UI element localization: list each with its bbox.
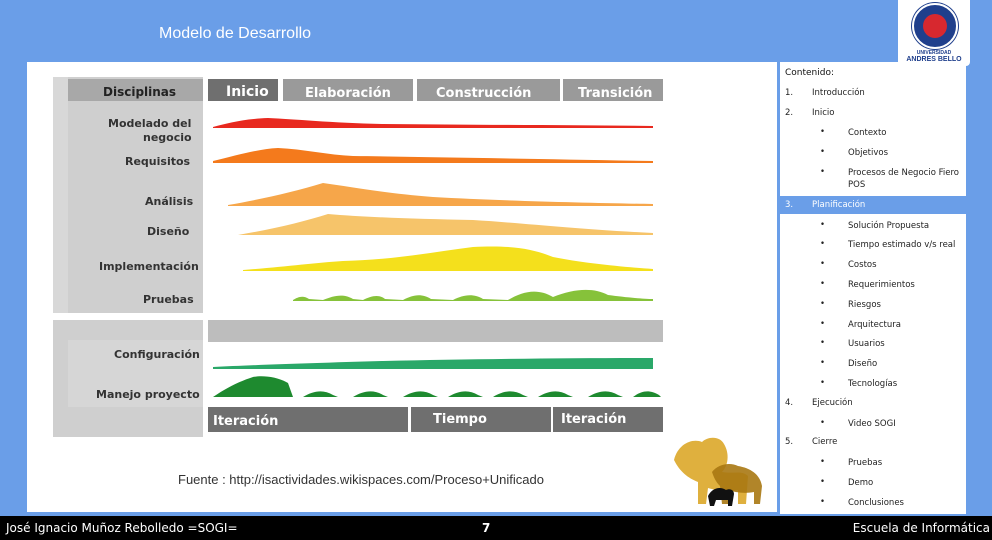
bullet-icon: • [820, 378, 826, 388]
bullet-icon: • [820, 220, 826, 230]
discipline-label: Diseño [147, 225, 190, 238]
bullet-icon: • [820, 319, 826, 329]
bullet-icon: • [820, 239, 826, 249]
bullet-icon: • [820, 279, 826, 289]
phase-label: Construcción [436, 86, 531, 101]
bullet-icon: • [820, 147, 826, 157]
timeline-label: Iteración [561, 412, 626, 427]
university-logo: UNIVERSIDAD ANDRES BELLO [898, 0, 970, 66]
toc-subitem-label: Requerimientos [848, 280, 915, 290]
toc-item-label: Cierre [812, 437, 838, 447]
support-label: Configuración [114, 348, 200, 361]
hump-requirements [213, 148, 653, 163]
toc-subitem-label: Usuarios [848, 339, 885, 349]
discipline-label: Pruebas [143, 293, 194, 306]
toc-subitem-label: Objetivos [848, 148, 889, 158]
footer-bar: José Ignacio Muñoz Rebolledo =SOGI= 7 Es… [0, 516, 992, 540]
bullet-icon: • [820, 338, 826, 348]
toc-subitem-label: Demo [848, 478, 874, 488]
toc-subitem-label: Conclusiones [848, 498, 904, 508]
discipline-label: negocio [143, 131, 192, 144]
toc-heading: Contenido: [785, 68, 835, 78]
disciplines-header: Disciplinas [103, 85, 176, 99]
timeline-label: Iteración [213, 414, 278, 429]
source-caption: Fuente : http://isactividades.wikispaces… [178, 472, 544, 487]
toc-subitem-label: Contexto [848, 128, 887, 138]
toc-item-number: 2. [785, 108, 794, 118]
toc-highlight-band [780, 196, 966, 214]
hump-implementation [243, 246, 653, 271]
toc-item-number: 4. [785, 398, 794, 408]
bullet-icon: • [820, 477, 826, 487]
toc-subitem-label: Diseño [848, 359, 878, 369]
phase-label: Transición [578, 86, 652, 101]
animals-logo-icon [674, 437, 762, 506]
logo-line-2: ANDRES BELLO [906, 56, 962, 63]
toc-item-label: Inicio [812, 108, 835, 118]
toc-subitem-label: Pruebas [848, 458, 883, 468]
bullet-icon: • [820, 358, 826, 368]
toc-item-label: Planificación [812, 200, 866, 210]
footer-school: Escuela de Informática [852, 521, 990, 535]
toc-subitem-label: Procesos de Negocio Fiero POS [848, 168, 959, 190]
discipline-label: Implementación [99, 260, 199, 273]
bullet-icon: • [820, 497, 826, 507]
toc-subitem-label: Tiempo estimado v/s real [848, 240, 956, 250]
discipline-label: Análisis [145, 195, 194, 208]
bullet-icon: • [820, 457, 826, 467]
table-of-contents: Contenido: 1. Introducción 2. Inicio • C… [780, 62, 966, 514]
hump-testing [293, 289, 653, 301]
bullet-icon: • [820, 127, 826, 137]
discipline-label: Requisitos [125, 155, 191, 168]
bullet-icon: • [820, 418, 826, 428]
toc-subitem-label: Solución Propuesta [848, 221, 930, 231]
bullet-icon: • [820, 167, 826, 177]
bullet-icon: • [820, 259, 826, 269]
toc-subitem-label: Tecnologías [848, 379, 898, 389]
hump-configuration [213, 358, 653, 369]
hump-design [238, 214, 653, 235]
timeline-label: Tiempo [433, 412, 487, 427]
toc-subitem-label: Video SOGI [848, 419, 896, 429]
bullet-icon: • [820, 299, 826, 309]
discipline-label: Modelado del [108, 117, 191, 130]
slide-title: Modelo de Desarrollo [159, 25, 312, 42]
page-number: 7 [482, 521, 491, 535]
toc-subitem-label: Costos [848, 260, 877, 270]
toc-item-number: 1. [785, 88, 794, 98]
phase-label: Inicio [226, 84, 269, 100]
toc-item-label: Introducción [812, 88, 865, 98]
toc-subitem-label: Arquitectura [848, 320, 901, 330]
hump-analysis [228, 183, 653, 206]
toc-item-number: 3. [785, 200, 794, 210]
toc-subitem-label: Riesgos [848, 300, 881, 310]
hump-business-modeling [213, 118, 653, 128]
footer-author: José Ignacio Muñoz Rebolledo =SOGI= [6, 521, 238, 535]
hump-project-management [213, 376, 661, 397]
rup-diagram: Disciplinas Inicio Elaboración Construcc… [53, 77, 663, 437]
university-seal-icon [912, 3, 958, 49]
support-label: Manejo proyecto [96, 388, 200, 401]
toc-item-label: Ejecución [812, 398, 853, 408]
logo-line-1: UNIVERSIDAD [916, 50, 952, 56]
toc-item-number: 5. [785, 437, 794, 447]
phase-label: Elaboración [305, 86, 391, 101]
